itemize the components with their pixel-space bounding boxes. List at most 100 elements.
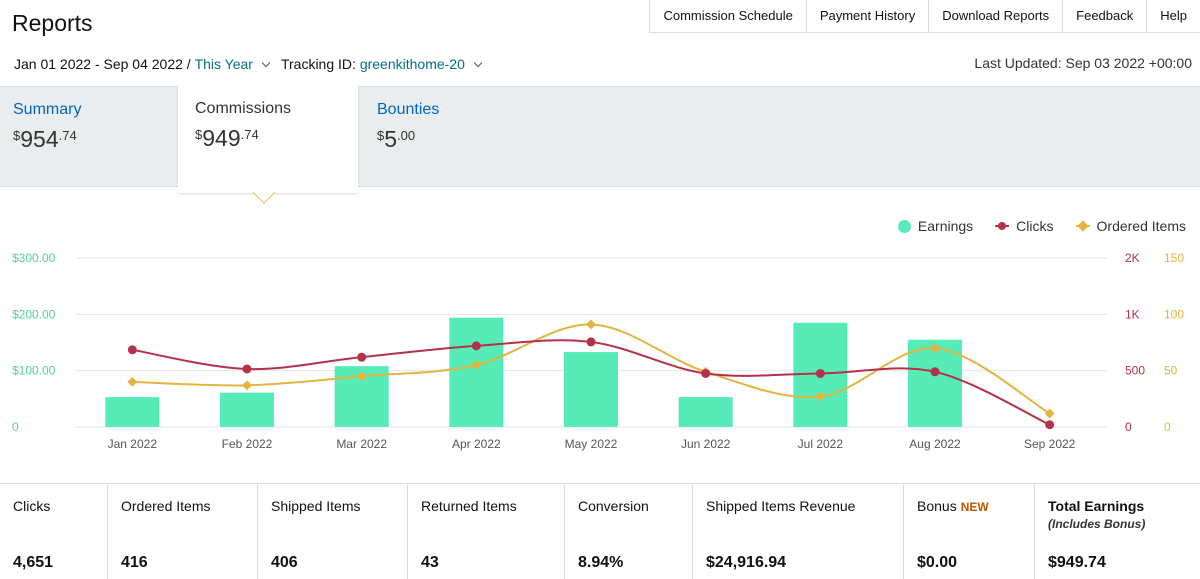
tracking-id-dropdown[interactable]: greenkithome-20 (359, 56, 465, 72)
clicks-point (586, 337, 596, 347)
tracking-label: Tracking ID: (280, 56, 360, 72)
legend-clicks[interactable]: Clicks (995, 218, 1054, 234)
legend-earnings[interactable]: Earnings (897, 218, 974, 234)
clicks-axis-tick: 2K (1125, 251, 1140, 265)
metric-bonus[interactable]: Bonus NEW $0.00 (904, 484, 1035, 579)
chevron-down-icon[interactable] (473, 58, 483, 67)
period-dropdown[interactable]: This Year (194, 56, 253, 72)
clicks-swatch (995, 222, 1010, 230)
chart-legend: Earnings Clicks Ordered Items (876, 218, 1186, 234)
earnings-bar (908, 339, 962, 427)
top-nav: Commission Schedule Payment History Down… (649, 0, 1200, 33)
commission-schedule-link[interactable]: Commission Schedule (650, 0, 807, 32)
metric-label: Ordered Items (121, 498, 211, 514)
download-reports-link[interactable]: Download Reports (929, 0, 1064, 32)
summary-strip: Summary $954.74 Commissions $949.74 Boun… (0, 86, 1200, 193)
metrics-bar: Clicks 4,651 Ordered Items 416 Shipped I… (0, 483, 1200, 579)
clicks-point (930, 367, 940, 377)
metric-label: Shipped Items Revenue (706, 498, 856, 514)
x-axis-tick: Feb 2022 (222, 437, 273, 451)
left-axis-tick: $300.00 (12, 251, 56, 265)
earnings-bar (678, 397, 733, 427)
ordered-items-point (471, 360, 482, 370)
ordered-items-point (586, 319, 596, 330)
ordered-axis-tick: 50 (1164, 364, 1178, 378)
last-updated: Last Updated: Sep 03 2022 +00:00 (974, 55, 1192, 71)
metric-value: $24,916.94 (706, 554, 787, 571)
metric-conversion[interactable]: Conversion 8.94% (565, 484, 693, 579)
ordered-items-point (356, 371, 367, 382)
ordered-axis-tick: 0 (1164, 420, 1171, 434)
clicks-point (127, 345, 137, 355)
tab-summary[interactable]: Summary $954.74 (13, 87, 81, 187)
x-axis-tick: Aug 2022 (909, 437, 961, 451)
ordered-axis-tick: 150 (1164, 251, 1184, 265)
metric-value: 8.94% (578, 554, 624, 571)
chevron-down-icon[interactable] (261, 58, 271, 67)
earnings-chart: 0 0 0 $100.00 500 50 $200.00 1K 100 $300.00 2K 150 J… (12, 251, 1184, 451)
metric-value: 406 (271, 554, 298, 571)
metric-value: 43 (421, 554, 439, 571)
x-axis-tick: Jul 2022 (798, 437, 844, 451)
x-axis-tick: Apr 2022 (452, 437, 501, 451)
metric-label: Conversion (578, 498, 649, 514)
left-axis-tick: $100.00 (12, 364, 56, 378)
ordered-items-point (242, 380, 252, 391)
metric-shipped-items[interactable]: Shipped Items 406 (258, 484, 408, 579)
metric-sublabel: (Includes Bonus) (1048, 517, 1146, 531)
legend-ordered-items-label: Ordered Items (1096, 218, 1186, 234)
metric-label: Clicks (13, 498, 51, 514)
clicks-point (1045, 420, 1055, 430)
metric-value: $949.74 (1048, 554, 1106, 571)
x-axis-tick: Sep 2022 (1024, 437, 1076, 451)
x-axis-tick: Jan 2022 (108, 437, 158, 451)
metric-label: Shipped Items (271, 498, 361, 514)
filter-row: Jan 01 2022 - Sep 04 2022 / This Year Tr… (14, 56, 493, 72)
ordered-items-point (127, 376, 138, 387)
clicks-point (471, 341, 481, 351)
x-axis-tick: Jun 2022 (681, 437, 731, 451)
earnings-bar (449, 317, 504, 427)
ordered-items-point (1044, 408, 1055, 419)
metric-ordered-items[interactable]: Ordered Items 416 (108, 484, 258, 579)
earnings-bar (564, 352, 618, 427)
metric-returned-items[interactable]: Returned Items 43 (408, 484, 565, 579)
tab-commissions[interactable]: Commissions $949.74 (178, 86, 358, 193)
clicks-point (815, 368, 825, 378)
metric-label: Returned Items (421, 498, 517, 514)
feedback-link[interactable]: Feedback (1063, 0, 1148, 32)
metric-value: $0.00 (917, 554, 958, 571)
metric-label: Total Earnings (1048, 498, 1145, 514)
legend-clicks-label: Clicks (1016, 218, 1054, 234)
x-axis-tick: Mar 2022 (336, 437, 387, 451)
clicks-axis-tick: 1K (1125, 307, 1140, 321)
earnings-bar (105, 397, 160, 427)
metric-clicks[interactable]: Clicks 4,651 (0, 484, 108, 579)
legend-earnings-label: Earnings (917, 218, 974, 234)
x-axis-tick: May 2022 (565, 437, 618, 451)
tab-bounties-label: Bounties (377, 101, 440, 118)
new-badge: NEW (960, 500, 989, 514)
earnings-bar (220, 392, 274, 427)
left-axis-tick: $200.00 (12, 307, 56, 321)
tab-bounties[interactable]: Bounties $5.00 (377, 87, 439, 187)
metric-value: 4,651 (13, 554, 54, 571)
tab-summary-label: Summary (13, 101, 82, 118)
clicks-point (701, 368, 711, 378)
tab-commissions-label: Commissions (195, 100, 292, 117)
bounties-amount: $5.00 (377, 126, 416, 152)
ordered-items-point (815, 391, 826, 402)
help-link[interactable]: Help (1160, 8, 1187, 23)
left-axis-tick: 0 (12, 420, 19, 434)
metric-shipped-revenue[interactable]: Shipped Items Revenue $24,916.94 (693, 484, 904, 579)
clicks-point (357, 352, 367, 362)
metric-value: 416 (121, 554, 148, 571)
metric-label: Bonus NEW (917, 498, 989, 514)
date-range: Jan 01 2022 - Sep 04 2022 / (14, 56, 195, 72)
legend-ordered-items[interactable]: Ordered Items (1075, 218, 1186, 234)
ordered-items-swatch (1075, 220, 1090, 232)
ordered-items-point (930, 343, 940, 354)
clicks-axis-tick: 0 (1125, 420, 1132, 434)
metric-total-earnings[interactable]: Total Earnings (Includes Bonus) $949.74 (1035, 484, 1200, 579)
payment-history-link[interactable]: Payment History (807, 0, 930, 32)
